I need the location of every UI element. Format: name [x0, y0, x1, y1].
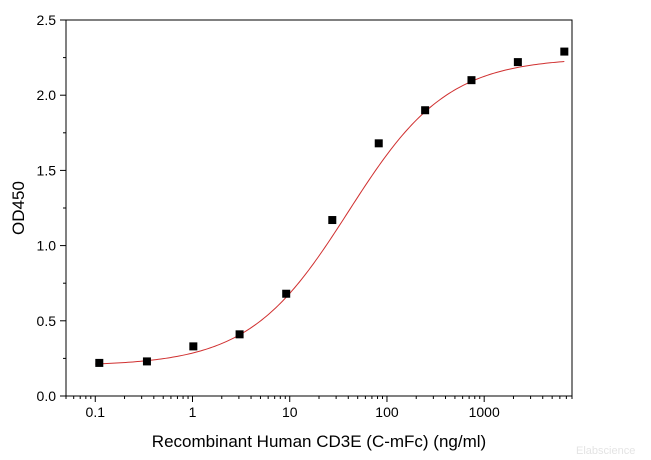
- x-tick-label: 10: [282, 404, 298, 420]
- x-tick-label: 100: [375, 404, 399, 420]
- data-point: [142, 357, 151, 366]
- y-tick-label: 2.0: [37, 87, 57, 103]
- y-tick-label: 1.0: [37, 238, 57, 254]
- data-point: [513, 58, 522, 67]
- data-point: [235, 330, 244, 339]
- data-point: [467, 76, 476, 85]
- data-point: [374, 139, 383, 148]
- x-axis-title: Recombinant Human CD3E (C-mFc) (ng/ml): [152, 432, 486, 451]
- y-axis-title: OD450: [9, 181, 28, 235]
- x-tick-label: 0.1: [86, 404, 106, 420]
- data-point: [95, 358, 104, 367]
- y-axis-ticks: 0.0 0.5 1.0 1.5 2.0 2.5: [37, 12, 66, 404]
- data-point: [421, 106, 430, 115]
- y-tick-label: 0.0: [37, 388, 57, 404]
- fit-curve: [95, 61, 565, 365]
- data-points: [95, 47, 569, 367]
- y-tick-label: 0.5: [37, 313, 57, 329]
- x-tick-label: 1000: [469, 404, 500, 420]
- data-point: [282, 289, 291, 298]
- y-tick-label: 2.5: [37, 12, 57, 28]
- data-point: [328, 216, 337, 225]
- watermark: Elabscience: [576, 445, 635, 457]
- x-tick-label: 1: [189, 404, 197, 420]
- data-point: [189, 342, 198, 351]
- y-tick-label: 1.5: [37, 162, 57, 178]
- data-point: [560, 47, 569, 56]
- x-axis-ticks: 0.1 1 10 100 1000: [65, 396, 573, 420]
- plot-frame: [65, 19, 573, 397]
